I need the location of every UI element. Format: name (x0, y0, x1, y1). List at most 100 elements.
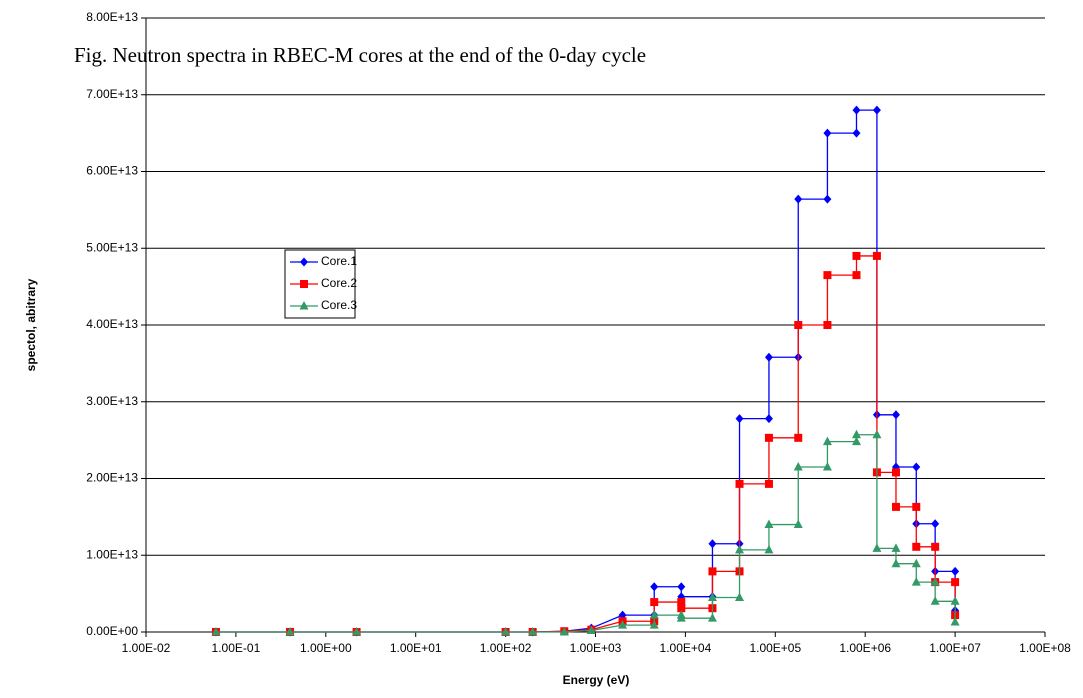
marker (823, 128, 832, 138)
legend-label: Core.2 (321, 276, 357, 290)
marker (764, 414, 773, 424)
marker (823, 271, 832, 280)
marker (528, 627, 538, 636)
marker (764, 352, 773, 362)
y-tick-label: 1.00E+13 (86, 547, 138, 561)
marker (872, 105, 881, 115)
marker (823, 194, 832, 204)
x-tick-label: 1.00E+06 (839, 641, 891, 655)
marker (951, 578, 960, 587)
marker (677, 604, 686, 613)
marker (708, 567, 717, 576)
marker (676, 613, 686, 622)
marker (912, 542, 921, 551)
y-tick-label: 0.00E+00 (86, 624, 138, 638)
y-tick-label: 6.00E+13 (86, 164, 138, 178)
marker (764, 479, 773, 488)
x-tick-label: 1.00E-02 (122, 641, 171, 655)
marker (285, 627, 295, 636)
marker (559, 627, 569, 636)
x-tick-label: 1.00E+00 (300, 641, 352, 655)
marker (851, 429, 861, 439)
series-line (215, 434, 956, 633)
series (211, 105, 960, 637)
marker (586, 625, 596, 634)
marker (618, 620, 628, 629)
marker (794, 433, 803, 442)
marker (872, 543, 882, 552)
marker (930, 596, 940, 605)
marker (707, 592, 717, 601)
marker (950, 596, 960, 605)
marker (951, 566, 960, 576)
series-line (215, 109, 956, 633)
marker (707, 613, 717, 622)
legend-label: Core.1 (321, 254, 357, 268)
marker (891, 558, 901, 568)
marker (931, 542, 940, 551)
series-line (215, 255, 956, 633)
marker (793, 461, 803, 471)
marker (764, 544, 774, 554)
marker (931, 519, 940, 529)
legend-label: Core.3 (321, 298, 357, 312)
marker (822, 461, 832, 471)
marker (822, 436, 832, 446)
marker (650, 582, 659, 592)
x-tick-label: 1.00E+05 (749, 641, 801, 655)
x-tick-label: 1.00E+07 (929, 641, 981, 655)
x-tick-label: 1.00E-01 (212, 641, 261, 655)
marker (930, 577, 940, 586)
marker (352, 627, 362, 636)
marker (708, 539, 717, 549)
y-tick-label: 2.00E+13 (86, 471, 138, 485)
marker (872, 251, 881, 260)
marker (794, 321, 803, 329)
marker (793, 519, 803, 529)
marker (852, 105, 861, 115)
marker (300, 257, 308, 267)
series (211, 429, 960, 636)
marker (764, 519, 774, 529)
marker (852, 128, 861, 138)
marker (300, 280, 308, 288)
marker (211, 627, 221, 636)
marker (794, 194, 803, 204)
marker (650, 598, 659, 607)
marker (911, 577, 921, 586)
y-tick-label: 4.00E+13 (86, 317, 138, 331)
marker (735, 479, 744, 488)
marker (649, 620, 659, 629)
marker (912, 502, 921, 511)
marker (677, 582, 686, 592)
y-tick-label: 7.00E+13 (86, 87, 138, 101)
marker (735, 544, 745, 554)
marker (872, 429, 882, 439)
x-tick-label: 1.00E+01 (390, 641, 442, 655)
legend: Core.1 Core.2 Core.3 (284, 249, 357, 319)
x-tick-label: 1.00E+02 (480, 641, 532, 655)
marker (501, 627, 511, 636)
marker (950, 617, 960, 626)
y-axis-label: spectol, abitrary (24, 278, 38, 371)
marker (677, 598, 686, 607)
marker (299, 301, 309, 310)
marker (735, 414, 744, 424)
y-tick-label: 5.00E+13 (86, 240, 138, 254)
marker (911, 558, 921, 568)
y-tick-label: 8.00E+13 (86, 10, 138, 24)
marker (891, 468, 900, 477)
marker (891, 410, 900, 420)
marker (891, 502, 900, 511)
x-tick-label: 1.00E+08 (1019, 641, 1071, 655)
marker (912, 462, 921, 472)
marker (851, 436, 861, 446)
marker (764, 433, 773, 442)
x-tick-label: 1.00E+04 (660, 641, 712, 655)
marker (852, 251, 861, 260)
marker (735, 592, 745, 601)
chart-title: Fig. Neutron spectra in RBEC-M cores at … (74, 43, 646, 67)
x-tick-label: 1.00E+03 (570, 641, 622, 655)
marker (852, 271, 861, 280)
